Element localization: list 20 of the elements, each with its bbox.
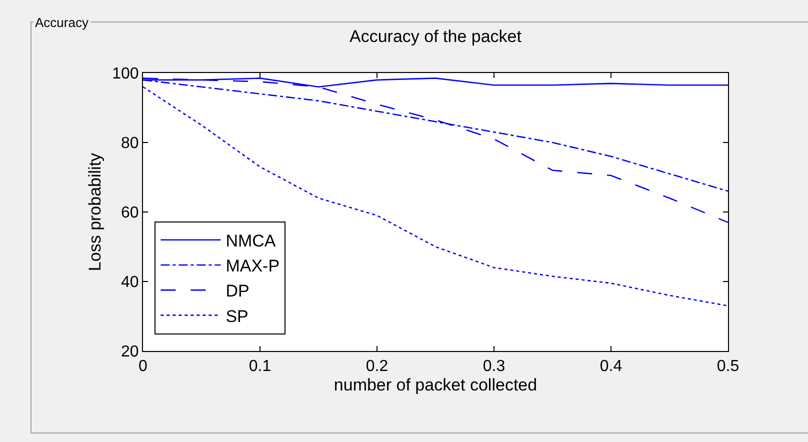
text: Accuracy bbox=[35, 15, 89, 30]
y-tick-label: 100 bbox=[112, 66, 139, 83]
x-tick-label: 0.2 bbox=[366, 358, 388, 376]
y-axis-title: Loss probability bbox=[86, 152, 105, 272]
x-tick-label: 0 bbox=[138, 358, 148, 376]
line-series bbox=[143, 86, 728, 306]
x-axis-title: number of packet collected bbox=[334, 376, 538, 395]
x-tick-label: 0.4 bbox=[600, 358, 622, 376]
legend-label: MAX-P bbox=[226, 256, 280, 276]
legend-label: DP bbox=[226, 282, 250, 301]
y-tick-label: 40 bbox=[121, 274, 139, 292]
x-tick-label: 0.1 bbox=[248, 358, 272, 376]
x-tick-label: 0.5 bbox=[716, 358, 740, 376]
legend-label: SP bbox=[226, 306, 248, 326]
y-tick-label: 20 bbox=[121, 344, 139, 361]
y-tick-label: 60 bbox=[121, 204, 139, 222]
legend-label: NMCA bbox=[226, 232, 276, 250]
y-tick-label: 80 bbox=[121, 135, 139, 152]
x-tick-label: 0.3 bbox=[482, 358, 506, 376]
chart-title: Accuracy of the packet bbox=[350, 26, 522, 46]
